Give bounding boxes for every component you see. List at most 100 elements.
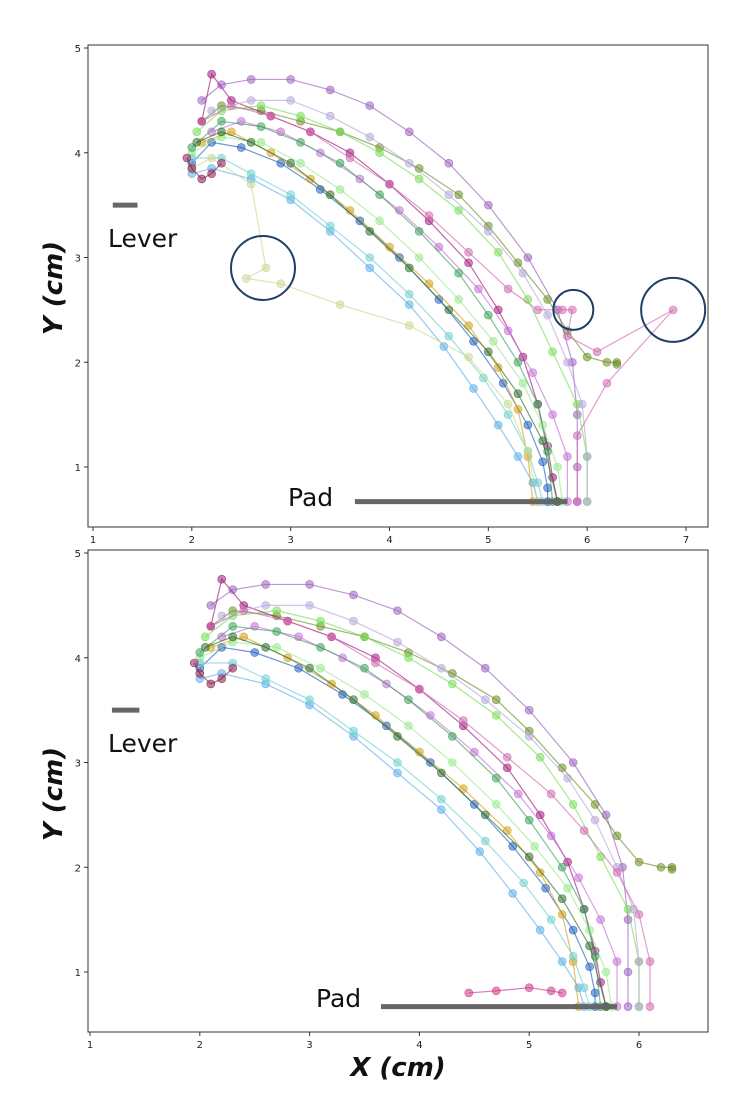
trajectory-point	[469, 336, 478, 346]
trajectory-point	[296, 137, 305, 147]
trajectory-point	[572, 431, 582, 440]
trajectory-point	[634, 857, 644, 867]
trajectory-point	[246, 137, 256, 147]
trajectory-point	[325, 111, 335, 121]
trajectory-point	[568, 800, 578, 809]
trajectory-point	[623, 1002, 633, 1011]
trajectory-point	[206, 601, 216, 610]
trajectory-point	[491, 695, 501, 704]
top-y-axis-label: Y (cm)	[39, 241, 69, 335]
trajectory-point	[503, 284, 513, 294]
trajectory-point	[296, 111, 305, 121]
top-plot-trajectories	[182, 69, 678, 506]
trajectory-point	[283, 616, 292, 626]
trajectory-point	[404, 321, 414, 330]
trajectory-point	[190, 658, 199, 668]
trajectory-point	[645, 1002, 655, 1011]
top-plot-frame	[87, 44, 709, 528]
trajectory-point	[634, 957, 644, 966]
trajectory-point	[553, 462, 562, 472]
trajectory-point	[197, 174, 207, 184]
trajectory-point	[535, 868, 545, 877]
outlier-highlight-circle	[552, 288, 595, 331]
trajectory-point	[335, 127, 345, 137]
trajectory-point	[533, 305, 543, 315]
trajectory-point	[585, 962, 594, 972]
trajectory-point	[454, 206, 463, 215]
trajectory-point	[480, 836, 490, 846]
top-plot-panel: 1 2 3 4 5 6 7 1 2 3 4 5 Lever Pad Y (cm)	[39, 44, 709, 546]
trajectory-point	[448, 679, 457, 689]
trajectory-point	[448, 732, 457, 741]
trajectory-point	[464, 988, 474, 998]
trajectory-point	[590, 800, 600, 809]
trajectory-point	[200, 632, 210, 642]
y-tick-label: 1	[75, 968, 81, 979]
trajectory-point	[601, 967, 611, 977]
trajectory-point	[667, 865, 677, 874]
trajectory-point	[533, 399, 543, 409]
trajectory-point	[286, 190, 295, 199]
trajectory-point	[217, 127, 226, 137]
trajectory-point	[325, 85, 335, 95]
trajectory-point	[272, 642, 281, 652]
trajectory-point	[464, 352, 473, 362]
trajectory-point	[261, 580, 270, 589]
top-plot-axes: 1 2 3 4 5 6 7 1 2 3 4 5	[75, 44, 690, 546]
trajectory-point	[246, 179, 256, 189]
x-tick-label: 3	[287, 535, 293, 546]
trajectory-point	[192, 137, 202, 147]
trajectory-point	[246, 96, 256, 105]
trajectory-point	[325, 221, 335, 231]
trajectory-point	[261, 674, 270, 684]
trajectory-point	[474, 284, 483, 294]
trajectory-point	[316, 616, 325, 626]
trajectory-line	[210, 609, 673, 870]
trajectory-point	[503, 399, 513, 409]
trajectory-line	[211, 99, 588, 502]
trajectory-point	[535, 925, 545, 935]
trajectory-point	[414, 227, 424, 236]
trajectory-point	[228, 632, 238, 642]
trajectory-point	[371, 658, 380, 668]
trajectory-point	[404, 158, 414, 168]
trajectory-point	[444, 305, 454, 315]
trajectory-point	[493, 247, 503, 257]
trajectory-point	[491, 773, 501, 783]
trajectory-point	[426, 758, 435, 767]
trajectory-point	[437, 632, 446, 642]
x-tick-label: 1	[87, 1040, 93, 1051]
x-tick-label: 2	[197, 1040, 203, 1051]
trajectory-point	[448, 758, 457, 767]
trajectory-point	[558, 305, 567, 315]
trajectory-point	[335, 158, 345, 168]
trajectory-point	[272, 606, 281, 615]
trajectory-point	[523, 446, 533, 456]
trajectory-point	[182, 153, 192, 163]
trajectory-point	[365, 101, 375, 110]
trajectory-point	[459, 784, 468, 793]
trajectory-point	[256, 101, 266, 110]
trajectory-point	[582, 352, 592, 362]
trajectory-point	[207, 69, 216, 79]
trajectory-point	[612, 957, 622, 966]
trajectory-line	[196, 131, 559, 502]
trajectory-point	[385, 179, 394, 189]
trajectory-point	[484, 310, 493, 320]
trajectory-point	[365, 227, 375, 236]
trajectory-line	[210, 609, 651, 1007]
trajectory-point	[480, 810, 490, 820]
trajectory-point	[316, 663, 325, 673]
trajectory-point	[187, 164, 197, 173]
trajectory-point	[528, 368, 538, 378]
trajectory-point	[305, 663, 314, 673]
trajectory-point	[563, 773, 572, 783]
trajectory-point	[513, 258, 523, 268]
trajectory-point	[261, 642, 270, 652]
trajectory-point	[464, 321, 473, 330]
trajectory-point	[349, 616, 358, 626]
trajectory-point	[195, 669, 205, 678]
trajectory-point	[557, 763, 567, 773]
trajectory-point	[239, 606, 249, 615]
